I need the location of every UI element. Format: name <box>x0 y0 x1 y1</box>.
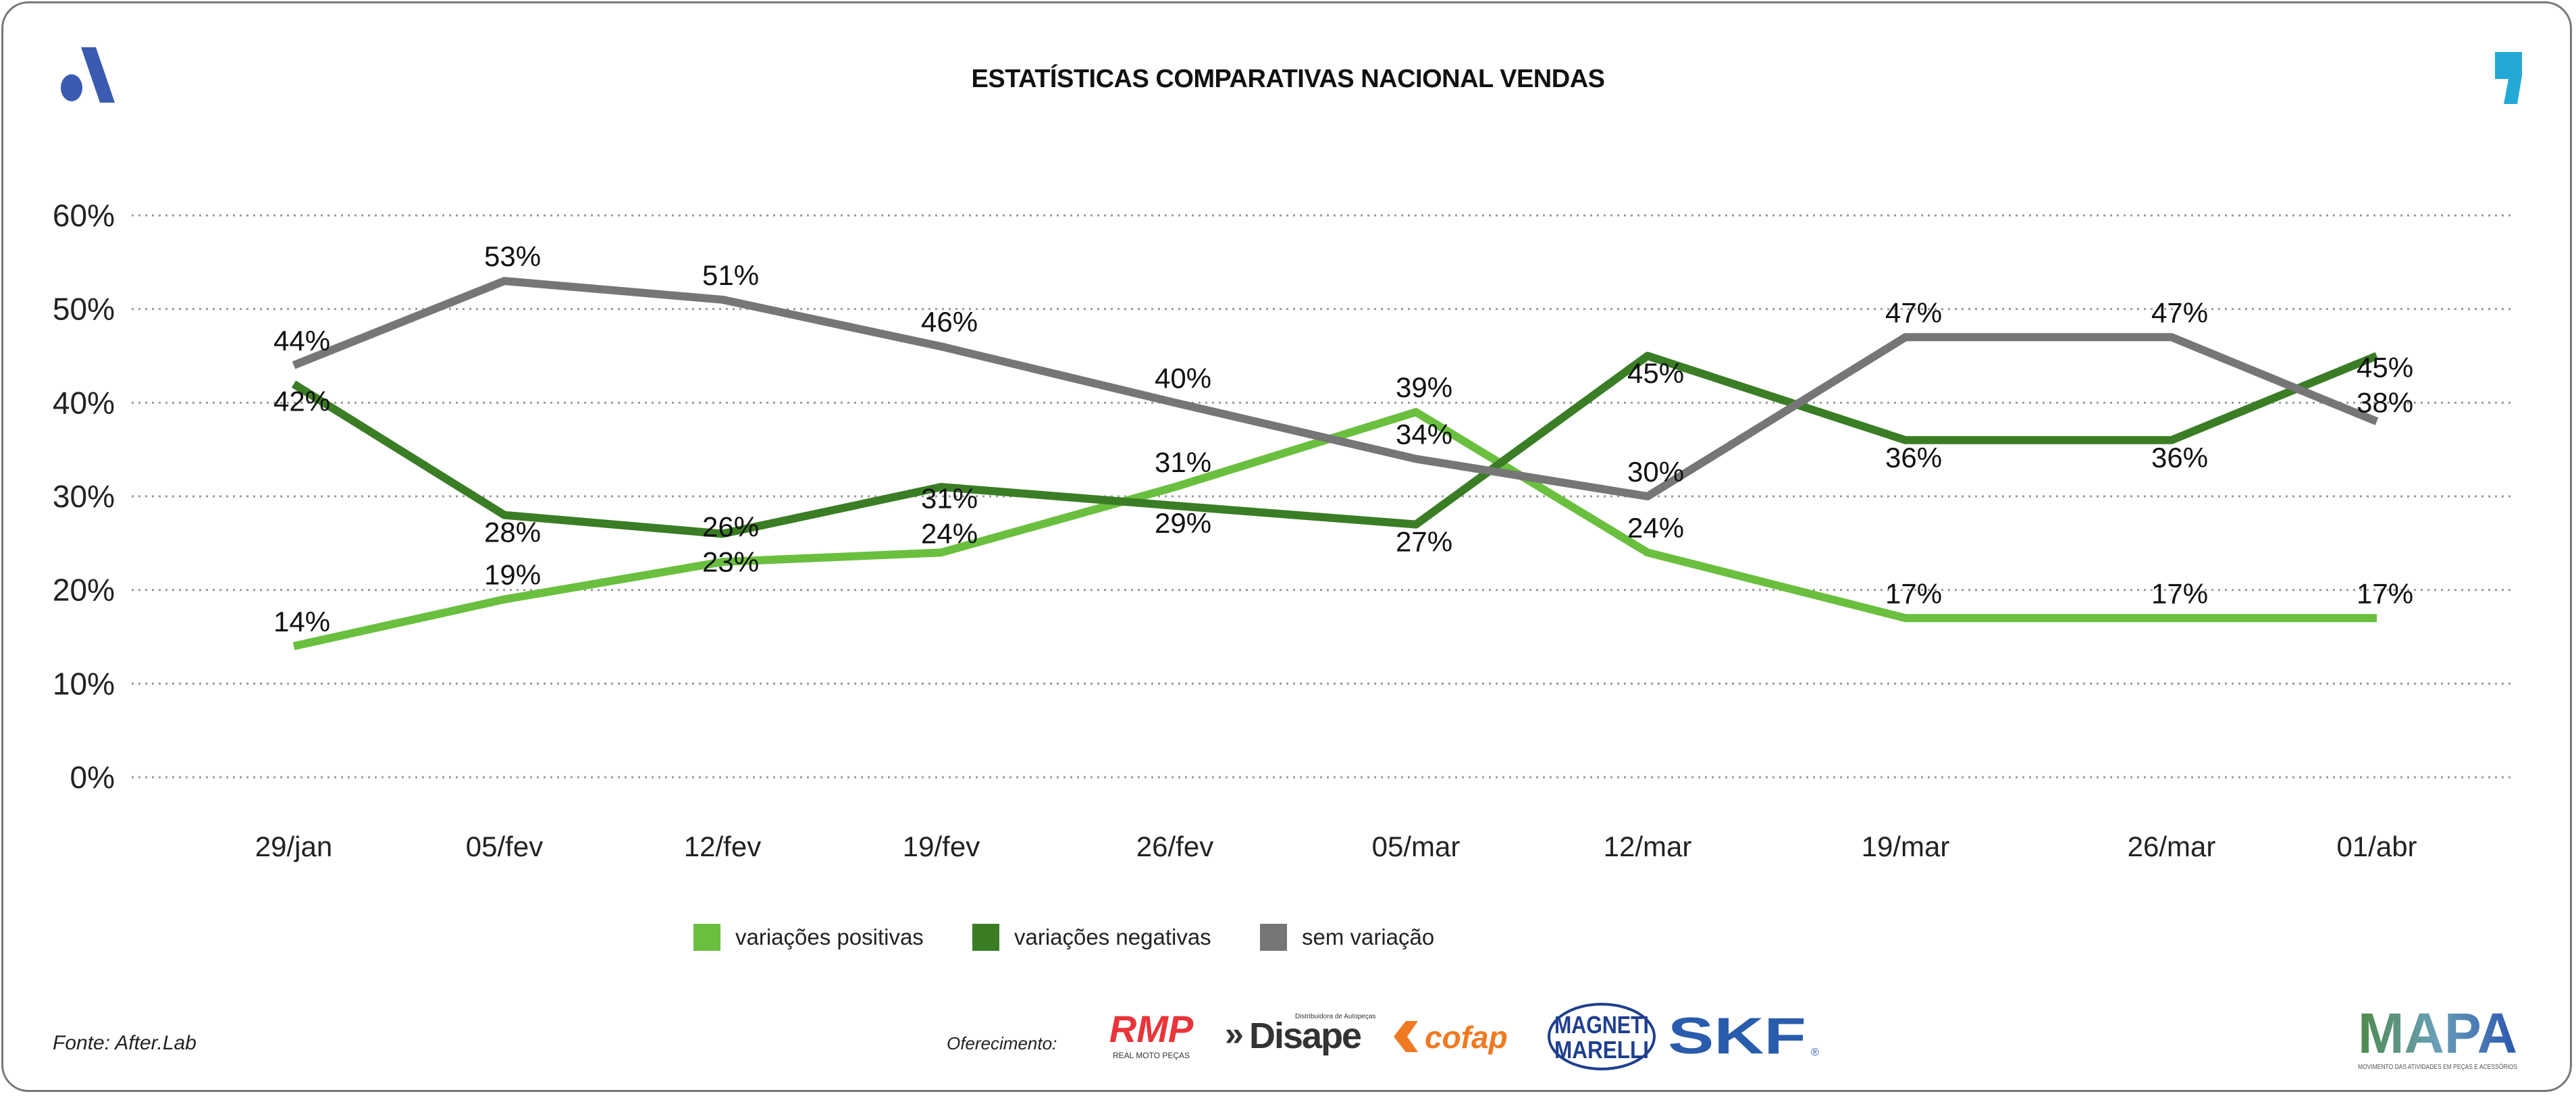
legend-label: sem variação <box>1302 924 1435 949</box>
y-tick-label: 10% <box>53 666 115 701</box>
series-line-1 <box>291 352 2379 538</box>
rmp-logo: RMP REAL MOTO PEÇAS <box>1109 1010 1194 1060</box>
svg-text:MARELLI: MARELLI <box>1554 1036 1649 1064</box>
data-label: 26% <box>702 511 759 542</box>
data-label: 44% <box>273 325 330 357</box>
cofap-logo: cofap <box>1394 1020 1508 1055</box>
series-line-2 <box>292 277 2379 500</box>
y-tick-label: 30% <box>53 479 115 514</box>
data-label: 47% <box>1885 296 1942 328</box>
legend-item-positive: variações positivas <box>693 924 924 951</box>
legend-item-negative: variações negativas <box>972 924 1211 951</box>
legend-item-no-change: sem variação <box>1260 924 1434 951</box>
x-tick-label: 19/fev <box>903 831 980 862</box>
data-label: 45% <box>1627 357 1684 389</box>
legend: variações positivas variações negativas … <box>0 924 2576 958</box>
x-tick-label: 05/fev <box>466 831 543 862</box>
data-label: 17% <box>2151 577 2208 609</box>
svg-text:»: » <box>1225 1015 1244 1053</box>
data-label: 30% <box>1627 456 1684 488</box>
data-label: 36% <box>2151 442 2208 473</box>
data-label: 42% <box>273 386 330 417</box>
x-tick-label: 26/mar <box>2128 831 2216 862</box>
x-tick-label: 26/fev <box>1136 831 1213 862</box>
x-tick-label: 12/fev <box>684 831 761 862</box>
data-label: 17% <box>2357 577 2413 609</box>
x-tick-label: 12/mar <box>1604 831 1692 862</box>
y-tick-label: 50% <box>53 292 115 327</box>
data-label: 53% <box>484 240 541 272</box>
sponsor-label: Oferecimento: <box>947 1033 1057 1053</box>
data-label: 36% <box>1885 442 1942 473</box>
data-label: 38% <box>2357 387 2413 419</box>
data-label: 40% <box>1155 362 1211 394</box>
y-tick-label: 40% <box>53 385 115 420</box>
blue-a-logo-icon <box>61 47 115 103</box>
chart-title: ESTATÍSTICAS COMPARATIVAS NACIONAL VENDA… <box>971 65 1605 93</box>
data-label: 14% <box>273 606 330 637</box>
data-label: 17% <box>1885 577 1942 609</box>
data-label: 31% <box>921 483 978 515</box>
data-label: 39% <box>1396 371 1452 403</box>
data-label: 24% <box>1627 512 1684 544</box>
svg-text:MAGNETI: MAGNETI <box>1554 1011 1649 1039</box>
data-label: 24% <box>921 518 978 550</box>
magneti-marelli-logo: MAGNETI MARELLI <box>1548 1003 1656 1070</box>
legend-label: variações negativas <box>1014 924 1211 949</box>
svg-text:RMP: RMP <box>1109 1010 1194 1050</box>
data-label: 29% <box>1155 507 1211 539</box>
series-line-0 <box>292 408 2377 650</box>
x-tick-label: 01/abr <box>2336 831 2417 862</box>
y-tick-label: 60% <box>53 198 115 233</box>
data-label: 28% <box>484 517 541 548</box>
skf-logo: SKF ® <box>1668 1010 1819 1060</box>
source-note: Fonte: After.Lab <box>53 1032 196 1054</box>
y-tick-label: 0% <box>70 760 115 795</box>
disape-logo: » Disape Distribuidora de Autopeças <box>1225 1013 1376 1056</box>
svg-text:SKF: SKF <box>1668 1010 1806 1060</box>
x-tick-label: 29/jan <box>255 831 332 862</box>
svg-text:cofap: cofap <box>1425 1020 1508 1055</box>
svg-text:®: ® <box>1811 1047 1819 1058</box>
legend-swatch <box>972 924 999 951</box>
svg-text:Distribuidora de Autopeças: Distribuidora de Autopeças <box>1295 1013 1376 1020</box>
data-label: 27% <box>1396 526 1452 558</box>
data-label: 19% <box>484 559 541 591</box>
legend-swatch <box>693 924 720 951</box>
line-chart: 0% 10% 20% 30% 40% 50% 60% 29/jan 05/fev 12/fev 19… <box>53 198 2513 862</box>
data-label: 51% <box>702 259 759 291</box>
x-tick-label: 19/mar <box>1862 831 1950 862</box>
data-label: 23% <box>702 546 759 577</box>
legend-swatch <box>1260 924 1287 951</box>
x-tick-label: 05/mar <box>1372 831 1461 862</box>
y-tick-label: 20% <box>53 573 115 608</box>
cyan-comma-logo-icon <box>2495 52 2522 104</box>
data-label: 34% <box>1396 419 1452 450</box>
legend-label: variações positivas <box>735 924 924 949</box>
data-label: 46% <box>921 306 978 338</box>
svg-text:MAPA: MAPA <box>2358 1003 2517 1065</box>
data-label: 47% <box>2151 296 2208 328</box>
svg-text:REAL MOTO PEÇAS: REAL MOTO PEÇAS <box>1113 1051 1190 1060</box>
data-label: 45% <box>2357 352 2413 384</box>
data-label: 31% <box>1155 446 1211 478</box>
svg-text:MOVIMENTO DAS ATIVIDADES EM PE: MOVIMENTO DAS ATIVIDADES EM PEÇAS E ACES… <box>2358 1062 2517 1071</box>
svg-text:Disape: Disape <box>1249 1016 1361 1056</box>
mapa-logo: MAPA MOVIMENTO DAS ATIVIDADES EM PEÇAS E… <box>2358 1003 2517 1071</box>
